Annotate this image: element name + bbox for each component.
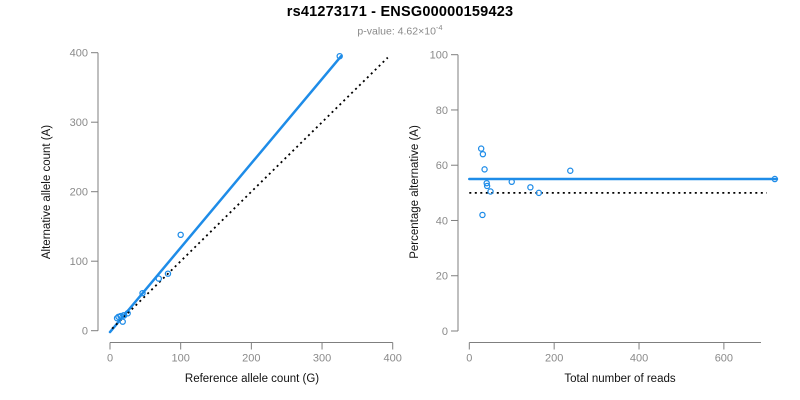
right-plot-x-axis-title: Total number of reads — [564, 373, 676, 385]
right-x-tick-label: 0 — [466, 353, 472, 365]
right-data-point — [508, 178, 515, 186]
left-x-tick-label: 300 — [313, 353, 331, 365]
right-plot-y-axis-title: Percentage alternative (A) — [409, 125, 421, 259]
left-data-point — [119, 318, 126, 325]
regression-fit-line — [108, 54, 343, 334]
right-data-point — [535, 189, 543, 197]
figure-title: rs41273171 - ENSG00000159423 — [286, 4, 514, 20]
left-data-point — [177, 231, 184, 239]
left-y-tick-label: 0 — [82, 326, 88, 338]
left-y-tick-label: 300 — [70, 117, 88, 129]
right-data-point — [487, 188, 494, 195]
left-data-point — [336, 52, 343, 60]
left-x-tick-label: 400 — [384, 353, 402, 365]
right-y-tick-label: 60 — [436, 160, 448, 172]
left-y-tick-label: 100 — [70, 256, 88, 268]
left-y-tick-label: 200 — [70, 187, 88, 199]
left-x-tick-label: 100 — [172, 353, 190, 365]
left-plot-x-axis-title: Reference allele count (G) — [184, 373, 320, 385]
left-data-point — [164, 270, 172, 277]
right-data-point — [567, 167, 574, 174]
left-data-point — [117, 312, 124, 320]
left-x-tick-label: 200 — [242, 353, 260, 365]
right-x-tick-label: 600 — [715, 353, 733, 365]
right-data-point — [479, 211, 486, 219]
left-y-tick-label: 400 — [70, 48, 88, 60]
left-plot-y-axis-title: Alternative allele count (A) — [41, 124, 53, 260]
left-data-point — [155, 275, 162, 282]
right-data-point — [483, 182, 491, 190]
pvalue-exponent: -4 — [435, 23, 443, 32]
left-x-tick-label: 0 — [107, 353, 113, 365]
right-y-tick-label: 100 — [430, 50, 448, 62]
right-data-point — [479, 150, 487, 158]
right-data-point — [481, 166, 488, 173]
right-data-point — [771, 175, 779, 183]
right-y-tick-label: 80 — [436, 105, 448, 117]
right-x-tick-label: 200 — [545, 353, 563, 365]
right-x-tick-label: 400 — [630, 353, 648, 365]
right-data-point — [483, 179, 490, 187]
right-y-tick-label: 20 — [436, 271, 448, 283]
right-y-tick-label: 40 — [436, 215, 448, 227]
left-data-point — [139, 289, 146, 297]
pvalue-subtitle: p-value: 4.62×10-4 — [0, 23, 800, 38]
pvalue-text: p-value: 4.62×10 — [357, 25, 436, 38]
right-data-point — [527, 184, 534, 191]
identity-y-equals-x-line — [111, 56, 389, 330]
left-data-point — [124, 310, 131, 317]
right-y-tick-label: 0 — [442, 326, 448, 338]
right-data-point — [477, 145, 485, 152]
